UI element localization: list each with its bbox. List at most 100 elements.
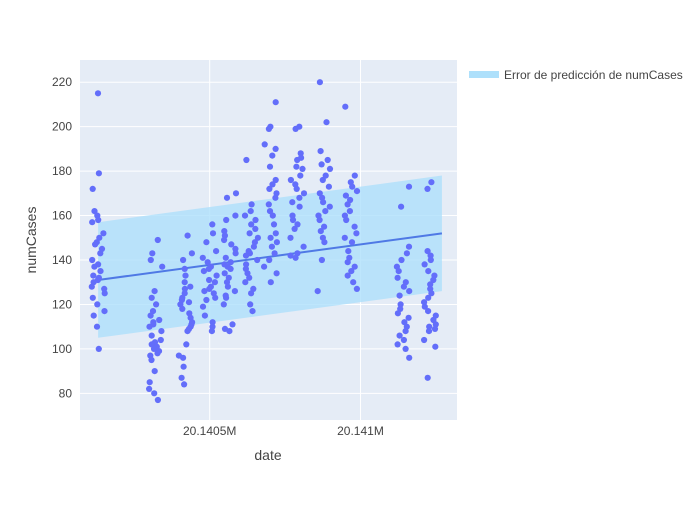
- data-point[interactable]: [146, 385, 153, 392]
- data-point[interactable]: [322, 172, 329, 179]
- data-point[interactable]: [344, 272, 351, 279]
- data-point[interactable]: [291, 225, 298, 232]
- data-point[interactable]: [266, 208, 274, 215]
- data-point[interactable]: [394, 341, 401, 348]
- data-point[interactable]: [300, 190, 308, 197]
- data-point[interactable]: [427, 256, 434, 264]
- data-point[interactable]: [425, 268, 432, 275]
- data-point[interactable]: [148, 356, 155, 364]
- data-point[interactable]: [241, 212, 249, 219]
- data-point[interactable]: [398, 256, 405, 264]
- data-point[interactable]: [405, 314, 412, 321]
- data-point[interactable]: [296, 194, 303, 201]
- data-point[interactable]: [344, 259, 351, 266]
- data-point[interactable]: [425, 308, 432, 315]
- data-point[interactable]: [402, 328, 409, 335]
- data-point[interactable]: [268, 243, 275, 250]
- data-point[interactable]: [272, 176, 279, 184]
- legend-swatch[interactable]: [469, 71, 499, 78]
- data-point[interactable]: [267, 279, 274, 286]
- data-point[interactable]: [432, 343, 439, 350]
- data-point[interactable]: [350, 279, 357, 286]
- data-point[interactable]: [294, 156, 301, 164]
- data-point[interactable]: [323, 119, 330, 126]
- data-point[interactable]: [147, 256, 154, 264]
- data-point[interactable]: [248, 221, 255, 228]
- data-point[interactable]: [431, 325, 439, 332]
- data-point[interactable]: [428, 179, 435, 186]
- data-point[interactable]: [242, 279, 249, 286]
- data-point[interactable]: [180, 354, 187, 361]
- data-point[interactable]: [250, 243, 257, 250]
- data-point[interactable]: [326, 165, 334, 172]
- data-point[interactable]: [252, 216, 259, 224]
- data-point[interactable]: [147, 312, 154, 319]
- data-point[interactable]: [353, 230, 360, 237]
- data-point[interactable]: [317, 228, 324, 235]
- data-point[interactable]: [221, 270, 228, 277]
- data-point[interactable]: [227, 259, 234, 266]
- data-point[interactable]: [232, 190, 240, 197]
- data-point[interactable]: [406, 354, 413, 361]
- data-point[interactable]: [149, 250, 156, 257]
- data-point[interactable]: [146, 323, 153, 330]
- data-point[interactable]: [211, 279, 218, 286]
- data-point[interactable]: [204, 259, 211, 266]
- data-point[interactable]: [206, 285, 213, 292]
- data-point[interactable]: [406, 288, 413, 295]
- data-point[interactable]: [228, 241, 235, 248]
- data-point[interactable]: [212, 294, 219, 301]
- data-point[interactable]: [243, 156, 250, 164]
- data-point[interactable]: [180, 363, 187, 370]
- data-point[interactable]: [89, 294, 96, 301]
- data-point[interactable]: [91, 263, 98, 270]
- data-point[interactable]: [261, 263, 268, 270]
- legend[interactable]: Error de predicción de numCases: [469, 68, 683, 82]
- data-point[interactable]: [424, 374, 431, 381]
- data-point[interactable]: [93, 323, 101, 330]
- data-point[interactable]: [325, 183, 332, 190]
- data-point[interactable]: [421, 261, 428, 268]
- data-point[interactable]: [213, 272, 220, 279]
- data-point[interactable]: [146, 379, 153, 386]
- data-point[interactable]: [297, 172, 304, 179]
- data-point[interactable]: [322, 208, 329, 215]
- data-point[interactable]: [100, 230, 107, 237]
- data-point[interactable]: [203, 296, 210, 304]
- data-point[interactable]: [287, 176, 294, 184]
- data-point[interactable]: [272, 145, 279, 152]
- data-point[interactable]: [273, 270, 280, 277]
- data-point[interactable]: [249, 308, 256, 315]
- data-point[interactable]: [181, 381, 188, 388]
- data-point[interactable]: [344, 201, 351, 208]
- data-point[interactable]: [272, 99, 279, 106]
- data-point[interactable]: [424, 248, 431, 255]
- data-point[interactable]: [153, 301, 160, 308]
- data-point[interactable]: [271, 250, 278, 257]
- data-point[interactable]: [95, 170, 102, 177]
- data-point[interactable]: [428, 290, 435, 297]
- data-point[interactable]: [341, 234, 348, 241]
- data-point[interactable]: [151, 288, 158, 295]
- data-point[interactable]: [180, 256, 187, 264]
- data-point[interactable]: [203, 239, 210, 246]
- data-point[interactable]: [266, 185, 273, 192]
- data-point[interactable]: [267, 234, 274, 241]
- data-point[interactable]: [154, 396, 161, 404]
- data-point[interactable]: [159, 263, 166, 270]
- data-point[interactable]: [95, 216, 102, 224]
- data-point[interactable]: [231, 288, 238, 295]
- data-point[interactable]: [316, 216, 323, 224]
- data-point[interactable]: [243, 261, 250, 268]
- data-point[interactable]: [213, 248, 220, 255]
- data-point[interactable]: [101, 290, 108, 297]
- data-point[interactable]: [209, 319, 216, 326]
- data-point[interactable]: [342, 103, 349, 110]
- data-point[interactable]: [185, 299, 193, 306]
- data-point[interactable]: [289, 216, 297, 224]
- data-point[interactable]: [92, 241, 99, 248]
- data-point[interactable]: [400, 336, 407, 344]
- data-point[interactable]: [90, 272, 97, 279]
- data-point[interactable]: [187, 283, 194, 290]
- data-point[interactable]: [226, 328, 233, 335]
